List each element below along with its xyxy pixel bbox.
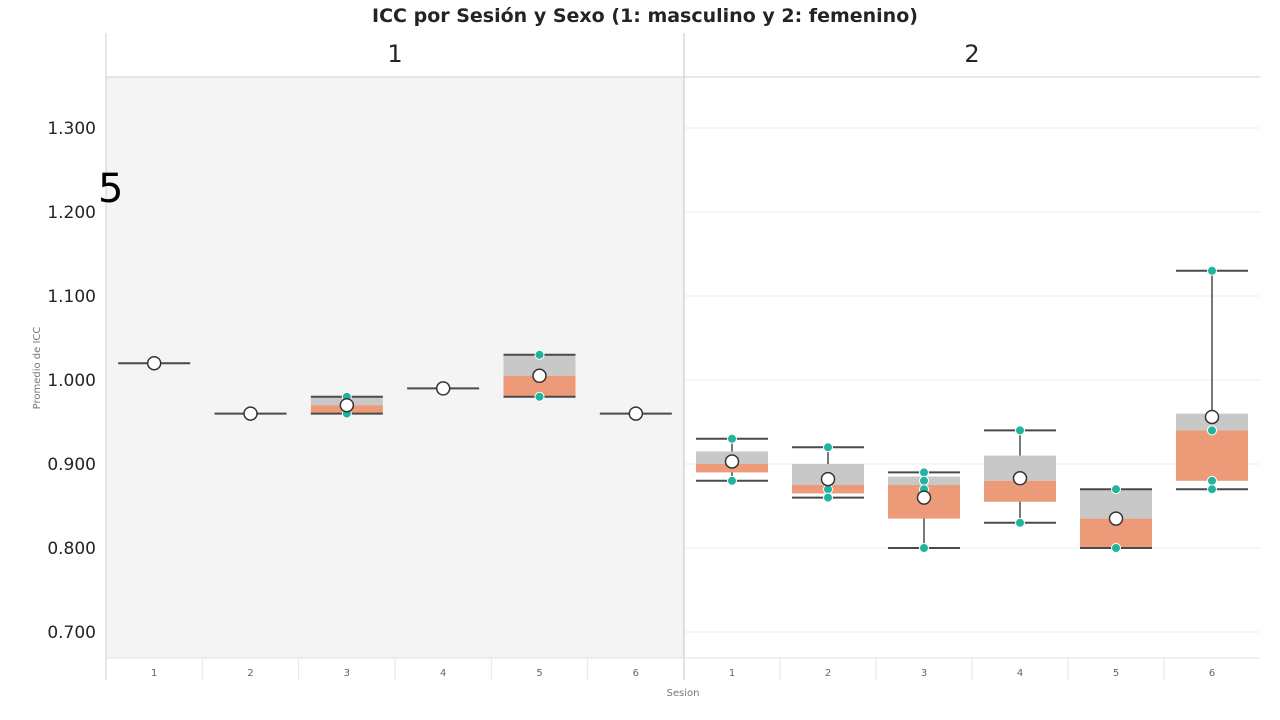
box-facet1-sesion2 xyxy=(214,406,287,421)
y-tick-label: 1.200 xyxy=(47,203,96,223)
x-axis-ticks: 1 2 3 4 5 6 1 2 3 4 5 6 xyxy=(151,658,1215,680)
mean-marker xyxy=(724,454,740,469)
data-point xyxy=(823,492,833,503)
overlay-number: 5 xyxy=(98,166,123,212)
data-point xyxy=(727,433,737,444)
lower-box xyxy=(984,480,1056,502)
box-facet2-sesion6 xyxy=(1176,265,1248,495)
mean-marker xyxy=(628,406,644,421)
box-facet1-sesion1 xyxy=(118,355,191,371)
y-tick-label: 1.000 xyxy=(47,371,96,391)
box-facet2-sesion4 xyxy=(984,425,1056,528)
y-axis-title: Promedio de ICC xyxy=(32,327,43,410)
data-point xyxy=(823,442,833,453)
mean-marker xyxy=(1012,471,1028,486)
mean-marker xyxy=(243,406,258,421)
x-tick-label: 4 xyxy=(1017,668,1023,679)
box-facet2-sesion5 xyxy=(1080,484,1152,553)
lower-box xyxy=(1176,430,1248,481)
data-point xyxy=(1207,475,1217,486)
box-facet2-sesion3 xyxy=(888,467,960,553)
data-point xyxy=(727,475,737,486)
box-facet2-sesion2 xyxy=(792,442,864,503)
mean-marker xyxy=(435,381,451,396)
box-facet1-sesion6 xyxy=(599,406,672,421)
mean-marker xyxy=(916,490,932,505)
data-point xyxy=(1111,484,1121,495)
x-tick-label: 5 xyxy=(536,668,542,679)
x-tick-label: 6 xyxy=(1209,668,1215,679)
data-point xyxy=(1207,425,1217,436)
x-tick-label: 2 xyxy=(247,668,253,679)
boxplots xyxy=(118,265,1248,553)
mean-marker xyxy=(1108,511,1124,526)
y-tick-label: 0.700 xyxy=(47,623,96,643)
data-point xyxy=(534,391,545,402)
data-point xyxy=(1015,425,1025,436)
x-tick-label: 3 xyxy=(921,668,927,679)
mean-marker xyxy=(146,355,162,371)
x-tick-label: 5 xyxy=(1113,668,1119,679)
facet-label: 2 xyxy=(964,40,979,68)
y-tick-label: 0.900 xyxy=(47,455,96,475)
box-facet2-sesion1 xyxy=(696,433,768,486)
box-facet1-sesion3 xyxy=(310,391,383,419)
gridlines xyxy=(684,127,1260,633)
data-point xyxy=(919,543,929,553)
box-facet1-sesion5 xyxy=(503,349,576,402)
data-point xyxy=(1207,265,1217,276)
data-point xyxy=(919,467,929,478)
y-axis-ticks: 0.700 0.800 0.900 1.000 1.100 1.200 1.300 xyxy=(47,119,96,643)
upper-box xyxy=(503,354,576,376)
facet-1-background xyxy=(106,77,684,658)
data-point xyxy=(1207,484,1217,495)
lower-box xyxy=(503,375,576,397)
facet-backgrounds xyxy=(106,77,684,658)
mean-marker xyxy=(1204,409,1220,425)
mean-marker xyxy=(339,397,355,413)
y-tick-label: 1.100 xyxy=(47,287,96,307)
data-point xyxy=(1015,517,1025,528)
facet-label: 1 xyxy=(387,40,402,68)
x-tick-label: 3 xyxy=(344,668,350,679)
chart-title: ICC por Sesión y Sexo (1: masculino y 2:… xyxy=(372,5,918,27)
box-facet1-sesion4 xyxy=(407,381,480,396)
x-tick-label: 2 xyxy=(825,668,831,679)
data-point xyxy=(1111,543,1121,553)
x-tick-label: 6 xyxy=(633,668,639,679)
mean-marker xyxy=(532,368,547,384)
x-axis-title: Sesion xyxy=(667,688,700,699)
x-tick-label: 4 xyxy=(440,668,446,679)
x-tick-label: 1 xyxy=(151,668,157,679)
mean-marker xyxy=(820,471,836,487)
data-point xyxy=(534,349,545,360)
x-tick-label: 1 xyxy=(729,668,735,679)
data-point xyxy=(919,475,929,486)
y-tick-label: 0.800 xyxy=(47,539,96,559)
y-tick-label: 1.300 xyxy=(47,119,96,139)
